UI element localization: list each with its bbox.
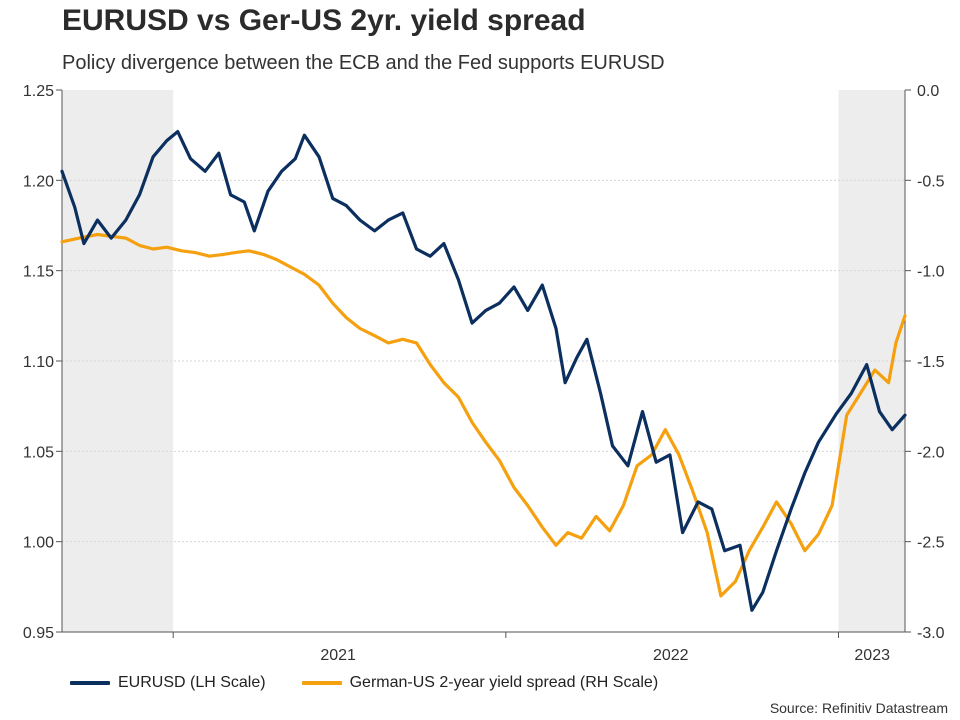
x-axis-ticks: 2021 2022 2023 xyxy=(172,632,890,664)
right-axis-ticks: 0.0 -0.5 -1.0 -1.5 -2.0 -2.5 -3.0 xyxy=(905,83,945,642)
series-lines xyxy=(60,130,907,612)
legend-item-eurusd[interactable]: EURUSD (LH Scale) xyxy=(70,674,266,692)
left-tick-label: 1.25 xyxy=(23,83,54,100)
legend-swatch-eurusd xyxy=(70,681,110,685)
left-tick-label: 1.10 xyxy=(23,354,54,371)
gridlines xyxy=(62,179,905,543)
left-tick-label: 0.95 xyxy=(23,625,54,642)
right-tick-label: -2.0 xyxy=(917,444,945,461)
left-tick-label: 1.05 xyxy=(23,444,54,461)
left-tick-label: 1.15 xyxy=(23,264,54,281)
x-tick-label: 2022 xyxy=(653,647,689,664)
series-line-eurusd xyxy=(60,130,907,612)
legend-swatch-yield-spread xyxy=(301,681,342,685)
right-tick-label: 0.0 xyxy=(917,83,939,100)
legend-item-yield-spread[interactable]: German-US 2-year yield spread (RH Scale) xyxy=(301,674,659,692)
left-tick-label: 1.20 xyxy=(23,173,54,190)
right-tick-label: -1.5 xyxy=(917,354,945,371)
chart-subtitle: Policy divergence between the ECB and th… xyxy=(62,52,665,74)
x-tick-label: 2021 xyxy=(320,647,356,664)
chart-title: EURUSD vs Ger-US 2yr. yield spread xyxy=(62,4,586,37)
right-tick-label: -3.0 xyxy=(917,625,945,642)
left-axis-ticks: 1.25 1.20 1.15 1.10 1.05 1.00 0.95 xyxy=(23,83,62,642)
right-tick-label: -1.0 xyxy=(917,264,945,281)
right-tick-label: -0.5 xyxy=(917,173,945,190)
legend: EURUSD (LH Scale) German-US 2-year yield… xyxy=(70,674,694,692)
source-note: Source: Refinitiv Datastream xyxy=(769,700,948,716)
x-tick-label: 2023 xyxy=(854,647,890,664)
series-line-yield-spread xyxy=(60,232,907,598)
legend-label-yield-spread: German-US 2-year yield spread (RH Scale) xyxy=(349,674,659,691)
legend-label-eurusd: EURUSD (LH Scale) xyxy=(118,674,266,691)
left-tick-label: 1.00 xyxy=(23,535,54,552)
right-tick-label: -2.5 xyxy=(917,535,945,552)
